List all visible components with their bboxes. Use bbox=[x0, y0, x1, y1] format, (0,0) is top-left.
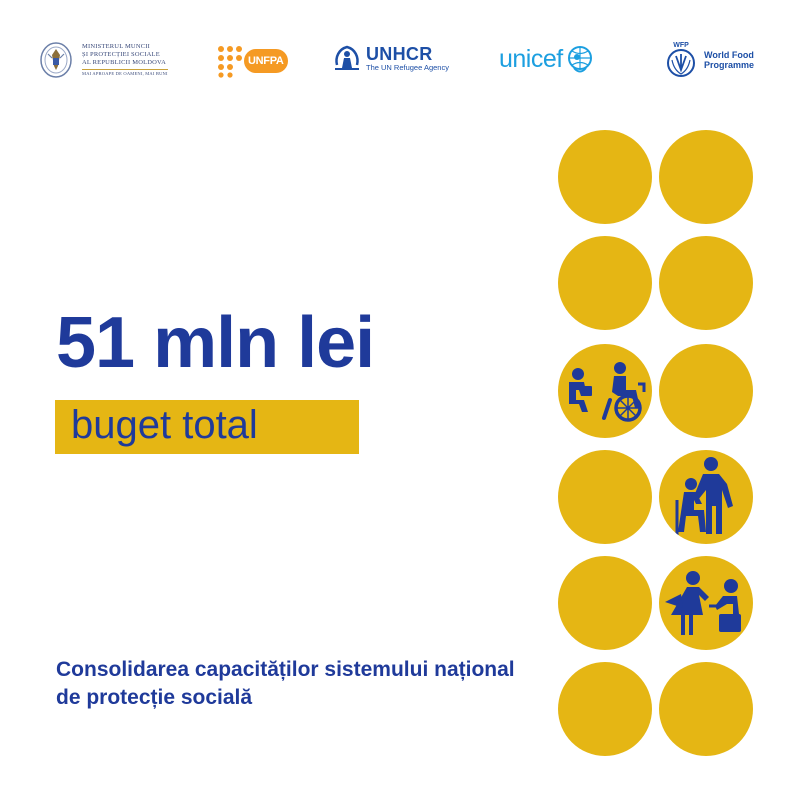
ministry-line-1: MINISTERUL MUNCII bbox=[82, 43, 150, 50]
adult-child-care-icon bbox=[665, 571, 741, 635]
circle-r4-c2 bbox=[659, 450, 753, 544]
wfp-abbr: WFP bbox=[673, 42, 689, 49]
unhcr-wordmark: UNHCR bbox=[366, 43, 433, 64]
circle-r6-c2 bbox=[659, 662, 753, 756]
circle-r2-c1 bbox=[558, 236, 652, 330]
project-description: Consolidarea capacităților sistemului na… bbox=[56, 658, 515, 709]
unhcr-tagline: The UN Refugee Agency bbox=[366, 62, 449, 72]
circle-r1-c1 bbox=[558, 130, 652, 224]
circle-r6-c1 bbox=[558, 662, 652, 756]
ministry-logo: MINISTERUL MUNCII ȘI PROTECȚIEI SOCIALE … bbox=[38, 40, 168, 80]
unfpa-wordmark: UNFPA bbox=[244, 49, 288, 73]
coat-of-arms-icon bbox=[40, 42, 72, 78]
unfpa-logo: UNFPA bbox=[216, 44, 288, 78]
circle-r3-c1 bbox=[558, 344, 652, 438]
unfpa-dots-icon bbox=[218, 46, 242, 78]
circle-r4-c1 bbox=[558, 450, 652, 544]
budget-label-band: buget total bbox=[55, 400, 359, 454]
unicef-logo: unicef bbox=[499, 42, 597, 76]
ministry-line-2: ȘI PROTECȚIEI SOCIALE bbox=[82, 51, 160, 58]
circle-r5-c2 bbox=[659, 556, 753, 650]
unhcr-logo: UNHCR The UN Refugee Agency bbox=[332, 43, 449, 73]
wfp-name-line-2: Programme bbox=[704, 60, 755, 70]
budget-label: buget total bbox=[71, 403, 258, 447]
wfp-logo: WFP World Food Programme bbox=[664, 40, 754, 80]
caregiver-elderly-icon bbox=[675, 457, 733, 538]
unicef-wordmark: unicef bbox=[499, 45, 563, 73]
ministry-line-3: AL REPUBLICII MOLDOVA bbox=[82, 59, 167, 66]
circle-r2-c2 bbox=[659, 236, 753, 330]
circle-r5-c1 bbox=[558, 556, 652, 650]
social-worker-wheelchair-icon bbox=[569, 362, 646, 422]
unicef-emblem-icon bbox=[567, 46, 592, 73]
ministry-name: MINISTERUL MUNCII ȘI PROTECȚIEI SOCIALE … bbox=[82, 43, 168, 77]
partner-logos-bar: MINISTERUL MUNCII ȘI PROTECȚIEI SOCIALE … bbox=[0, 0, 800, 120]
ministry-subline: MAI APROAPE DE OAMENI, MAI BUNI bbox=[82, 69, 168, 76]
wfp-name-line-1: World Food bbox=[704, 50, 754, 60]
unhcr-emblem-icon bbox=[335, 45, 359, 70]
wfp-emblem-icon: WFP bbox=[667, 42, 695, 77]
circle-r3-c2 bbox=[659, 344, 753, 438]
circle-r1-c2 bbox=[659, 130, 753, 224]
budget-amount: 51 mln lei bbox=[56, 303, 375, 383]
